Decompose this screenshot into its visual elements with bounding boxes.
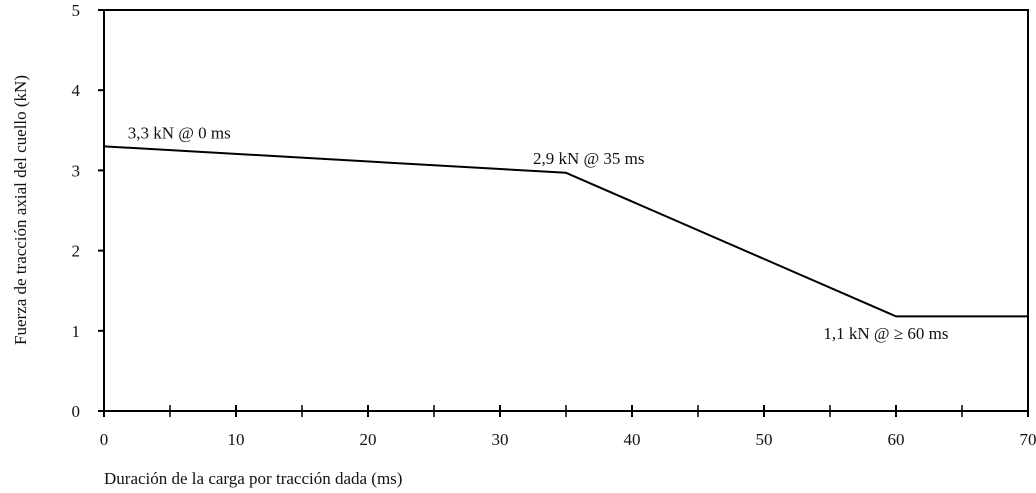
x-tick-label: 20 xyxy=(360,430,377,449)
y-tick-label: 0 xyxy=(72,402,81,421)
annotations: 3,3 kN @ 0 ms 2,9 kN @ 35 ms 1,1 kN @ ≥ 60… xyxy=(128,123,949,343)
x-tick-label: 50 xyxy=(756,430,773,449)
annotation-label: 3,3 kN @ 0 ms xyxy=(128,123,231,142)
plot-area-frame xyxy=(103,9,1029,412)
y-tick-label: 4 xyxy=(72,81,81,100)
x-tick-label: 70 xyxy=(1020,430,1036,449)
x-minor-ticks xyxy=(169,405,963,417)
y-axis-title: Fuerza de tracción axial del cuello (kN) xyxy=(11,75,30,345)
y-axis-ticks: 0 1 2 3 4 5 xyxy=(72,1,104,421)
series-layer xyxy=(103,145,1028,318)
y-tick-label: 3 xyxy=(72,161,81,180)
annotation-label: 1,1 kN @ ≥ 60 ms xyxy=(823,324,948,343)
y-tick-label: 2 xyxy=(72,242,81,261)
series-line xyxy=(103,145,1028,318)
x-tick-label: 30 xyxy=(492,430,509,449)
x-tick-label: 60 xyxy=(888,430,905,449)
x-tick-label: 0 xyxy=(100,430,109,449)
x-axis-title: Duración de la carga por tracción dada (… xyxy=(104,469,402,488)
x-axis-ticks: 0 10 20 30 40 50 60 70 xyxy=(100,405,1036,449)
annotation-label: 2,9 kN @ 35 ms xyxy=(533,149,645,168)
y-tick-label: 5 xyxy=(72,1,81,20)
y-tick-label: 1 xyxy=(72,322,81,341)
x-tick-label: 10 xyxy=(228,430,245,449)
x-tick-label: 40 xyxy=(624,430,641,449)
